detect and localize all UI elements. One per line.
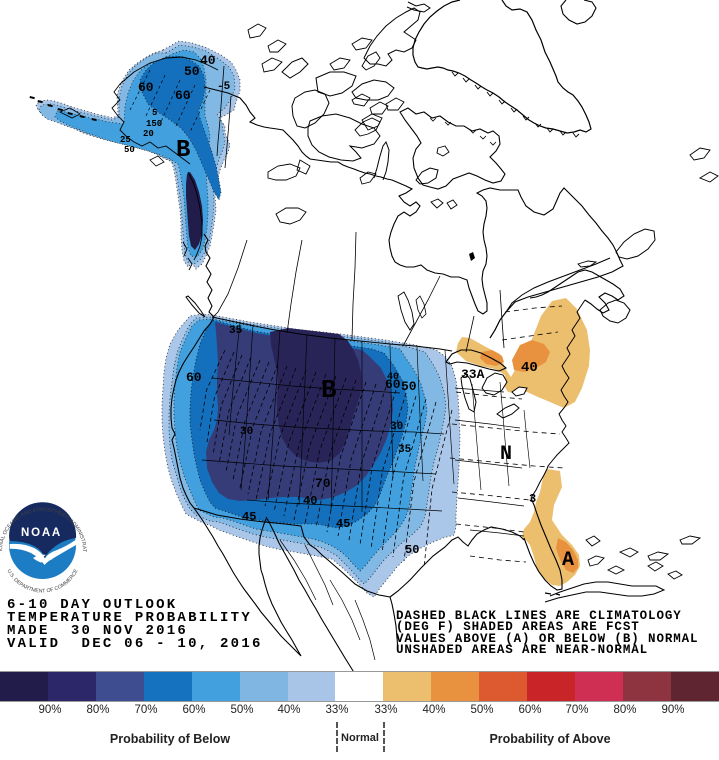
svg-text:3: 3 <box>529 492 536 506</box>
svg-text:70: 70 <box>315 476 331 491</box>
svg-text:60: 60 <box>175 88 191 103</box>
svg-text:30: 30 <box>240 426 253 438</box>
svg-text:25: 25 <box>120 135 131 145</box>
svg-text:50: 50 <box>405 543 419 557</box>
svg-text:20: 20 <box>143 129 154 139</box>
svg-text:40: 40 <box>303 494 317 508</box>
svg-text:A: A <box>562 549 574 572</box>
svg-text:NATIONAL OCEANIC AND ATMOSPHER: NATIONAL OCEANIC AND ATMOSPHERIC ADMINIS… <box>0 0 87 553</box>
svg-text:50: 50 <box>184 64 200 79</box>
svg-text:50: 50 <box>401 379 417 394</box>
svg-text:150: 150 <box>146 119 162 129</box>
svg-text:B: B <box>176 137 190 164</box>
svg-text:45: 45 <box>242 510 256 524</box>
svg-text:60: 60 <box>186 370 202 385</box>
svg-text:40: 40 <box>200 53 216 68</box>
svg-text:60: 60 <box>385 377 401 392</box>
svg-text:50: 50 <box>124 145 135 155</box>
svg-text:-5: -5 <box>217 81 231 93</box>
svg-text:B: B <box>321 375 337 405</box>
svg-text:33A: 33A <box>461 367 485 382</box>
svg-text:30: 30 <box>390 421 403 433</box>
svg-text:45: 45 <box>336 517 350 531</box>
svg-text:NOAA: NOAA <box>21 527 62 539</box>
svg-text:N: N <box>500 443 512 466</box>
svg-text:35: 35 <box>229 325 243 337</box>
svg-text:60: 60 <box>138 80 154 95</box>
svg-text:40: 40 <box>521 360 538 376</box>
svg-text:40: 40 <box>387 372 399 383</box>
svg-text:35: 35 <box>398 444 412 456</box>
svg-text:5: 5 <box>152 108 157 118</box>
